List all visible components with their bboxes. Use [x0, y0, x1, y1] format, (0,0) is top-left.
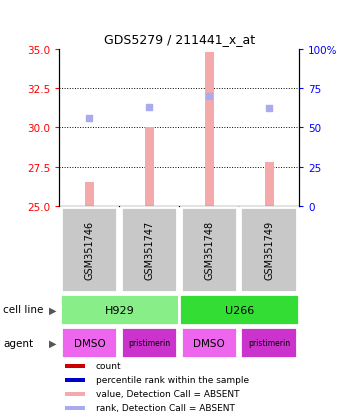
Text: ▶: ▶ — [49, 305, 56, 315]
Text: pristimerin: pristimerin — [248, 338, 290, 347]
Text: GSM351748: GSM351748 — [204, 221, 214, 279]
Bar — [61, 207, 117, 292]
Text: DMSO: DMSO — [193, 338, 225, 348]
Bar — [265, 163, 274, 206]
Point — [147, 104, 152, 111]
Bar — [85, 183, 94, 206]
Bar — [180, 294, 299, 325]
Text: percentile rank within the sample: percentile rank within the sample — [96, 375, 249, 384]
Bar — [145, 128, 154, 206]
Bar — [181, 207, 237, 292]
Text: agent: agent — [3, 338, 34, 348]
Text: GSM351749: GSM351749 — [264, 221, 274, 279]
Bar — [240, 328, 297, 358]
Text: pristimerin: pristimerin — [128, 338, 170, 347]
Text: GSM351747: GSM351747 — [144, 220, 154, 280]
Bar — [65, 378, 85, 382]
Bar — [65, 392, 85, 396]
Bar — [205, 53, 214, 206]
Bar — [121, 328, 177, 358]
Bar — [121, 207, 177, 292]
Bar — [240, 207, 297, 292]
Bar — [65, 364, 85, 368]
Point — [87, 115, 92, 122]
Text: H929: H929 — [105, 305, 134, 315]
Text: ▶: ▶ — [49, 338, 56, 348]
Bar — [61, 328, 117, 358]
Text: cell line: cell line — [3, 305, 44, 315]
Text: count: count — [96, 361, 122, 370]
Bar — [65, 406, 85, 410]
Text: U266: U266 — [225, 305, 254, 315]
Bar — [59, 294, 180, 325]
Bar — [181, 328, 237, 358]
Title: GDS5279 / 211441_x_at: GDS5279 / 211441_x_at — [104, 33, 255, 45]
Point — [207, 93, 212, 100]
Text: rank, Detection Call = ABSENT: rank, Detection Call = ABSENT — [96, 403, 235, 412]
Text: DMSO: DMSO — [73, 338, 105, 348]
Point — [267, 106, 272, 112]
Text: GSM351746: GSM351746 — [84, 221, 95, 279]
Text: value, Detection Call = ABSENT: value, Detection Call = ABSENT — [96, 389, 239, 398]
